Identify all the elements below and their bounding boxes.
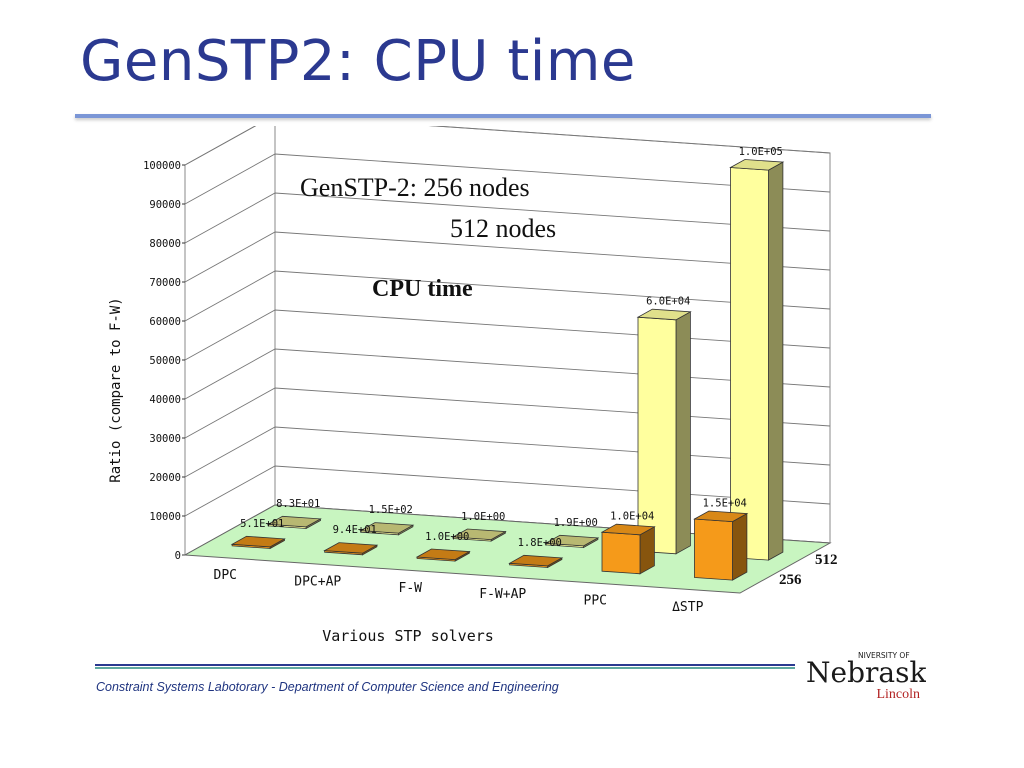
university-logo: NIVERSITY OF Nebraska Lincoln [806,651,926,702]
x-tick-label: DPC [214,568,237,583]
data-label: 1.9E+00 [554,517,598,529]
y-tick-label: 20000 [149,472,181,484]
y-tick-label: 100000 [143,160,181,172]
bar-side [675,311,691,555]
bar-side [768,161,784,561]
series-label: 512 [815,552,838,568]
footer-divider [95,664,795,666]
y-tick-label: 80000 [149,238,181,250]
gridline [184,270,831,322]
logo-main-text: Nebraska [806,656,926,689]
bar-top [451,528,507,541]
data-label: 6.0E+04 [646,296,690,308]
x-tick-label: DPC+AP [294,575,341,590]
footer-divider-accent [95,667,795,669]
bar-top [323,542,379,554]
data-label: 5.1E+01 [240,518,284,530]
y-tick-label: 0 [175,550,181,562]
chart-annotation-3: CPU time [372,276,473,302]
bar-256-F-W+AP [508,554,564,569]
gridline [184,192,831,244]
bar-chart: 0 10000 20000 30000 40000 50000 60000 70000 8000… [108,126,838,645]
data-label: 1.0E+05 [739,146,783,158]
slide-title: GenSTP2: CPU time [80,29,636,94]
data-label: 8.3E+01 [276,498,320,510]
logo-top-text: NIVERSITY OF [858,651,910,660]
x-axis-label: Various STP solvers [322,627,494,645]
chart-bars: 8.3E+01 1.5E+02 1.0E+00 1.9E+00 6.0E+04 1.0E+… [230,146,785,581]
data-label: 1.0E+00 [425,531,469,543]
bar-512-ΔSTP [729,159,785,561]
footer-text: Constraint Systems Labotorary - Departme… [96,680,559,694]
bar-top [600,523,656,536]
bar-side [732,512,748,581]
x-tick-label: F-W+AP [479,587,526,602]
bar-512-F-W [451,528,507,542]
data-label: 9.4E+01 [333,524,377,536]
bar-top [636,308,692,321]
bar-top [693,510,749,523]
bar-256-DPC+AP [323,542,379,556]
chart-annotation-1: GenSTP-2: 256 nodes [300,173,530,202]
x-tick-label: F-W [399,581,423,596]
bar-256-DPC [230,535,286,550]
bar-512-PPC [636,308,692,555]
y-tick-label: 60000 [149,316,181,328]
y-tick-label: 30000 [149,433,181,445]
bar-top [508,554,564,567]
bar-256-PPC [600,523,656,575]
gridline [184,153,831,205]
bar-top [729,159,785,171]
gridline [184,231,831,283]
x-tick-label: ΔSTP [672,600,703,615]
data-labels: 8.3E+01 1.5E+02 1.0E+00 1.9E+00 6.0E+04 1.0E+… [240,146,783,549]
bar-512-DPC [266,515,322,530]
y-tick-label: 10000 [149,511,181,523]
gridline [184,126,831,166]
chart-floor [183,504,832,594]
bar-front [694,518,733,581]
bar-top [359,522,415,534]
bar-front [601,531,641,575]
x-axis-labels: DPC DPC+AP F-W F-W+AP PPC ΔSTP [214,568,704,615]
y-tick-label: 50000 [149,355,181,367]
x-tick-label: PPC [584,594,607,609]
y-tick-label: 40000 [149,394,181,406]
floor-plane [183,504,832,594]
y-axis-label: Ratio (compare to F-W) [108,297,124,482]
y-axis: 0 10000 20000 30000 40000 50000 60000 70000 8000… [143,160,185,562]
data-label: 1.8E+00 [518,537,562,549]
bar-256-F-W [415,548,471,562]
y-tick-label: 70000 [149,277,181,289]
bar-top [230,535,286,548]
data-label: 1.5E+04 [703,497,747,509]
data-label: 1.0E+04 [610,511,654,523]
series-depth-labels: 256 512 [779,552,838,588]
y-tick-label: 90000 [149,199,181,211]
bar-top [266,515,322,528]
series-label: 256 [779,572,802,588]
bar-top [544,534,600,547]
chart-walls [184,126,831,556]
title-divider [75,114,931,118]
bar-top [415,548,471,561]
chart-annotation-2: 512 nodes [450,214,556,243]
logo-sub-text: Lincoln [876,687,920,702]
bar-256-ΔSTP [693,510,749,581]
bar-512-DPC+AP [359,522,415,536]
data-label: 1.5E+02 [369,504,413,516]
data-label: 1.0E+00 [461,511,505,523]
bar-512-F-W+AP [544,534,600,549]
